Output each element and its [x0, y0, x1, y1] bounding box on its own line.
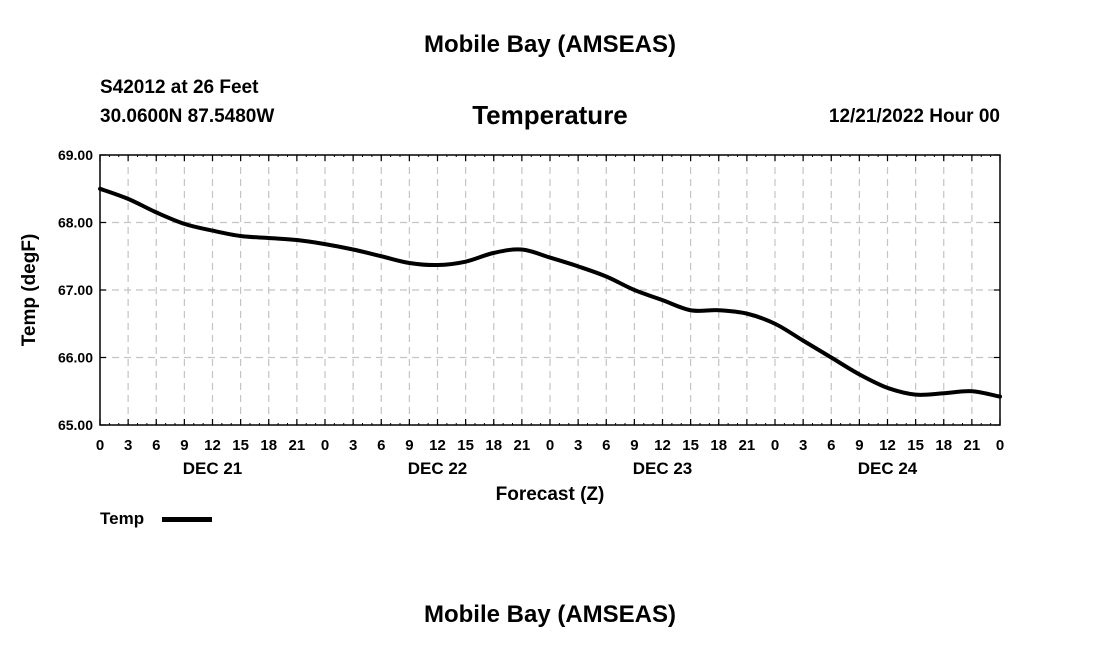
- forecast-datetime: 12/21/2022 Hour 00: [828, 106, 1000, 127]
- x-tick-label: 0: [996, 437, 1004, 454]
- x-tick-label: 9: [180, 437, 188, 454]
- x-tick-label: 9: [630, 437, 638, 454]
- day-label: DEC 24: [858, 459, 918, 478]
- y-tick-label: 67.00: [58, 282, 93, 298]
- coordinates-label: 30.0600N 87.5480W: [100, 106, 275, 127]
- x-tick-label: 9: [855, 437, 863, 454]
- x-tick-label: 21: [289, 437, 306, 454]
- x-tick-labels: 0 3 6 9 12 15 18 21 0 3 6 9 12 15 18 21 0 3 6 9 12 15 18 21 0 3 6 9…: [96, 437, 1004, 454]
- x-tick-label: 15: [907, 437, 924, 454]
- x-tick-label: 0: [321, 437, 329, 454]
- x-tick-label: 0: [771, 437, 779, 454]
- legend-swatch: [162, 517, 212, 522]
- x-tick-label: 0: [96, 437, 104, 454]
- x-tick-label: 21: [739, 437, 756, 454]
- day-label: DEC 22: [408, 459, 468, 478]
- x-tick-label: 21: [514, 437, 531, 454]
- x-tick-label: 0: [546, 437, 554, 454]
- x-tick-label: 9: [405, 437, 413, 454]
- x-tick-label: 12: [654, 437, 671, 454]
- y-tick-labels: 65.00 66.00 67.00 68.00 69.00: [58, 147, 93, 433]
- y-tick-label: 68.00: [58, 215, 93, 231]
- y-tick-label: 65.00: [58, 417, 93, 433]
- legend-label: Temp: [100, 509, 145, 528]
- x-tick-label: 12: [204, 437, 221, 454]
- x-tick-label: 3: [349, 437, 357, 454]
- x-tick-label: 18: [935, 437, 952, 454]
- x-axis-label: Forecast (Z): [496, 484, 605, 505]
- y-tick-label: 69.00: [58, 147, 93, 163]
- x-tick-label: 15: [457, 437, 474, 454]
- x-tick-label: 15: [682, 437, 699, 454]
- x-tick-label: 3: [574, 437, 582, 454]
- x-tick-label: 12: [429, 437, 446, 454]
- x-tick-label: 15: [232, 437, 249, 454]
- x-tick-label: 6: [377, 437, 385, 454]
- x-tick-label: 3: [124, 437, 132, 454]
- y-axis-label: Temp (degF): [19, 234, 40, 347]
- x-tick-label: 18: [260, 437, 277, 454]
- page-title: Mobile Bay (AMSEAS): [423, 31, 677, 58]
- day-label: DEC 23: [633, 459, 693, 478]
- x-tick-label: 18: [710, 437, 727, 454]
- x-tick-label: 18: [485, 437, 502, 454]
- grid-lines: [100, 155, 1000, 425]
- x-tick-label: 6: [602, 437, 610, 454]
- chart-title: Temperature: [472, 100, 628, 130]
- series-line-temp: [98, 186, 1002, 399]
- x-tick-label: 6: [827, 437, 835, 454]
- footer-title: Mobile Bay (AMSEAS): [423, 601, 677, 628]
- x-tick-label: 12: [879, 437, 896, 454]
- day-labels: DEC 21 DEC 22 DEC 23 DEC 24: [183, 459, 918, 478]
- x-tick-label: 6: [152, 437, 160, 454]
- x-tick-label: 21: [964, 437, 981, 454]
- y-tick-label: 66.00: [58, 350, 93, 366]
- axis-ticks: [99, 154, 1001, 426]
- day-label: DEC 21: [183, 459, 243, 478]
- station-label: S42012 at 26 Feet: [100, 77, 259, 98]
- x-tick-label: 3: [799, 437, 807, 454]
